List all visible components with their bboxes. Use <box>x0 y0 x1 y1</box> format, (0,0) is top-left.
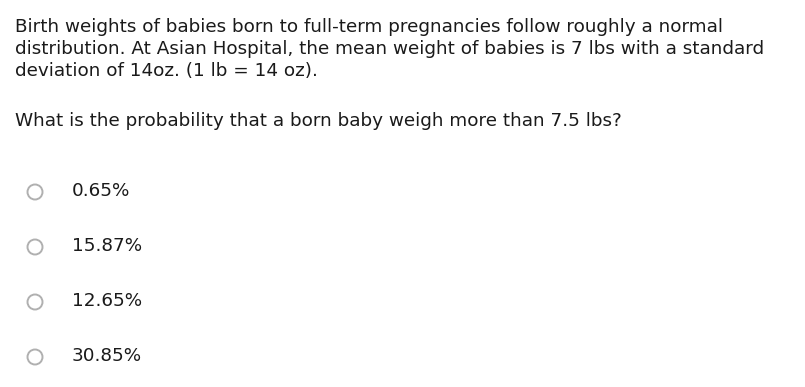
Text: 0.65%: 0.65% <box>72 182 130 200</box>
Text: Birth weights of babies born to full-term pregnancies follow roughly a normal: Birth weights of babies born to full-ter… <box>15 18 723 36</box>
Text: 15.87%: 15.87% <box>72 237 142 255</box>
Text: What is the probability that a born baby weigh more than 7.5 lbs?: What is the probability that a born baby… <box>15 112 621 130</box>
Text: 12.65%: 12.65% <box>72 292 142 310</box>
Text: distribution. At Asian Hospital, the mean weight of babies is 7 lbs with a stand: distribution. At Asian Hospital, the mea… <box>15 40 764 58</box>
Text: deviation of 14oz. (1 lb = 14 oz).: deviation of 14oz. (1 lb = 14 oz). <box>15 62 318 80</box>
Text: 30.85%: 30.85% <box>72 347 142 365</box>
